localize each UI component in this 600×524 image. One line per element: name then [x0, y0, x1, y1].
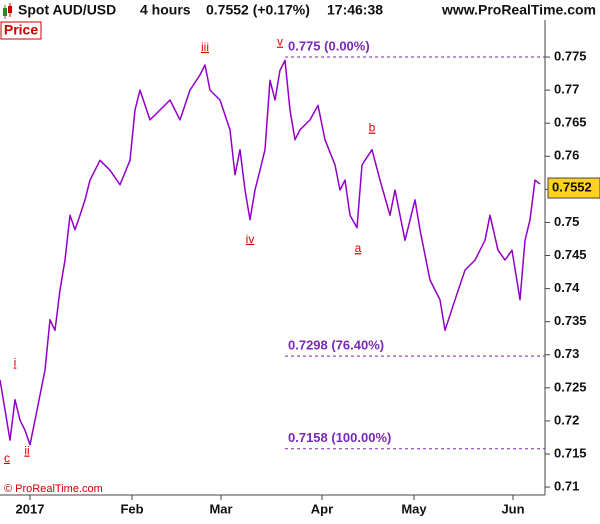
level-label: 0.775 (0.00%) — [288, 38, 370, 53]
x-tick-label: Mar — [209, 501, 232, 516]
wave-label: ii — [24, 444, 29, 458]
y-tick-label: 0.74 — [554, 280, 580, 295]
level-label: 0.7298 (76.40%) — [288, 338, 384, 353]
last-value-box — [547, 177, 600, 199]
y-tick-label: 0.72 — [554, 412, 579, 427]
quote: 0.7552 (+0.17%) — [206, 2, 310, 18]
y-tick-label: 0.715 — [554, 445, 587, 460]
y-tick-label: 0.735 — [554, 313, 587, 328]
wave-label: i — [14, 355, 17, 369]
wave-label: iii — [201, 40, 209, 54]
period: 4 hours — [140, 2, 191, 18]
x-tick-label: Apr — [311, 501, 333, 516]
x-tick-label: Feb — [120, 501, 143, 516]
site: www.ProRealTime.com — [441, 2, 596, 18]
wave-label: iv — [246, 232, 255, 246]
y-tick-label: 0.765 — [554, 115, 587, 130]
last-value-label: 0.7552 — [552, 179, 592, 194]
symbol: Spot AUD/USD — [18, 2, 116, 18]
price-line — [0, 59, 541, 446]
panel-label: Price — [4, 22, 38, 38]
x-tick-label: May — [401, 501, 427, 516]
logo-icon — [3, 3, 12, 19]
y-tick-label: 0.775 — [554, 48, 587, 63]
y-tick-label: 0.745 — [554, 247, 587, 262]
wave-label: b — [369, 121, 376, 135]
wave-label: c — [4, 451, 10, 465]
x-tick-label: 2017 — [16, 501, 45, 516]
y-tick-label: 0.71 — [554, 478, 579, 493]
y-tick-label: 0.725 — [554, 379, 587, 394]
footer: © ProRealTime.com — [4, 483, 103, 495]
panel-label-box — [0, 21, 42, 40]
y-tick-label: 0.75 — [554, 214, 579, 229]
wave-label: v — [277, 35, 283, 49]
x-tick-label: Jun — [501, 501, 524, 516]
y-tick-label: 0.77 — [554, 82, 579, 97]
wave-label: a — [355, 241, 362, 255]
level-label: 0.7158 (100.00%) — [288, 430, 391, 445]
y-tick-label: 0.73 — [554, 346, 579, 361]
time: 17:46:38 — [327, 2, 383, 18]
y-tick-label: 0.76 — [554, 148, 579, 163]
